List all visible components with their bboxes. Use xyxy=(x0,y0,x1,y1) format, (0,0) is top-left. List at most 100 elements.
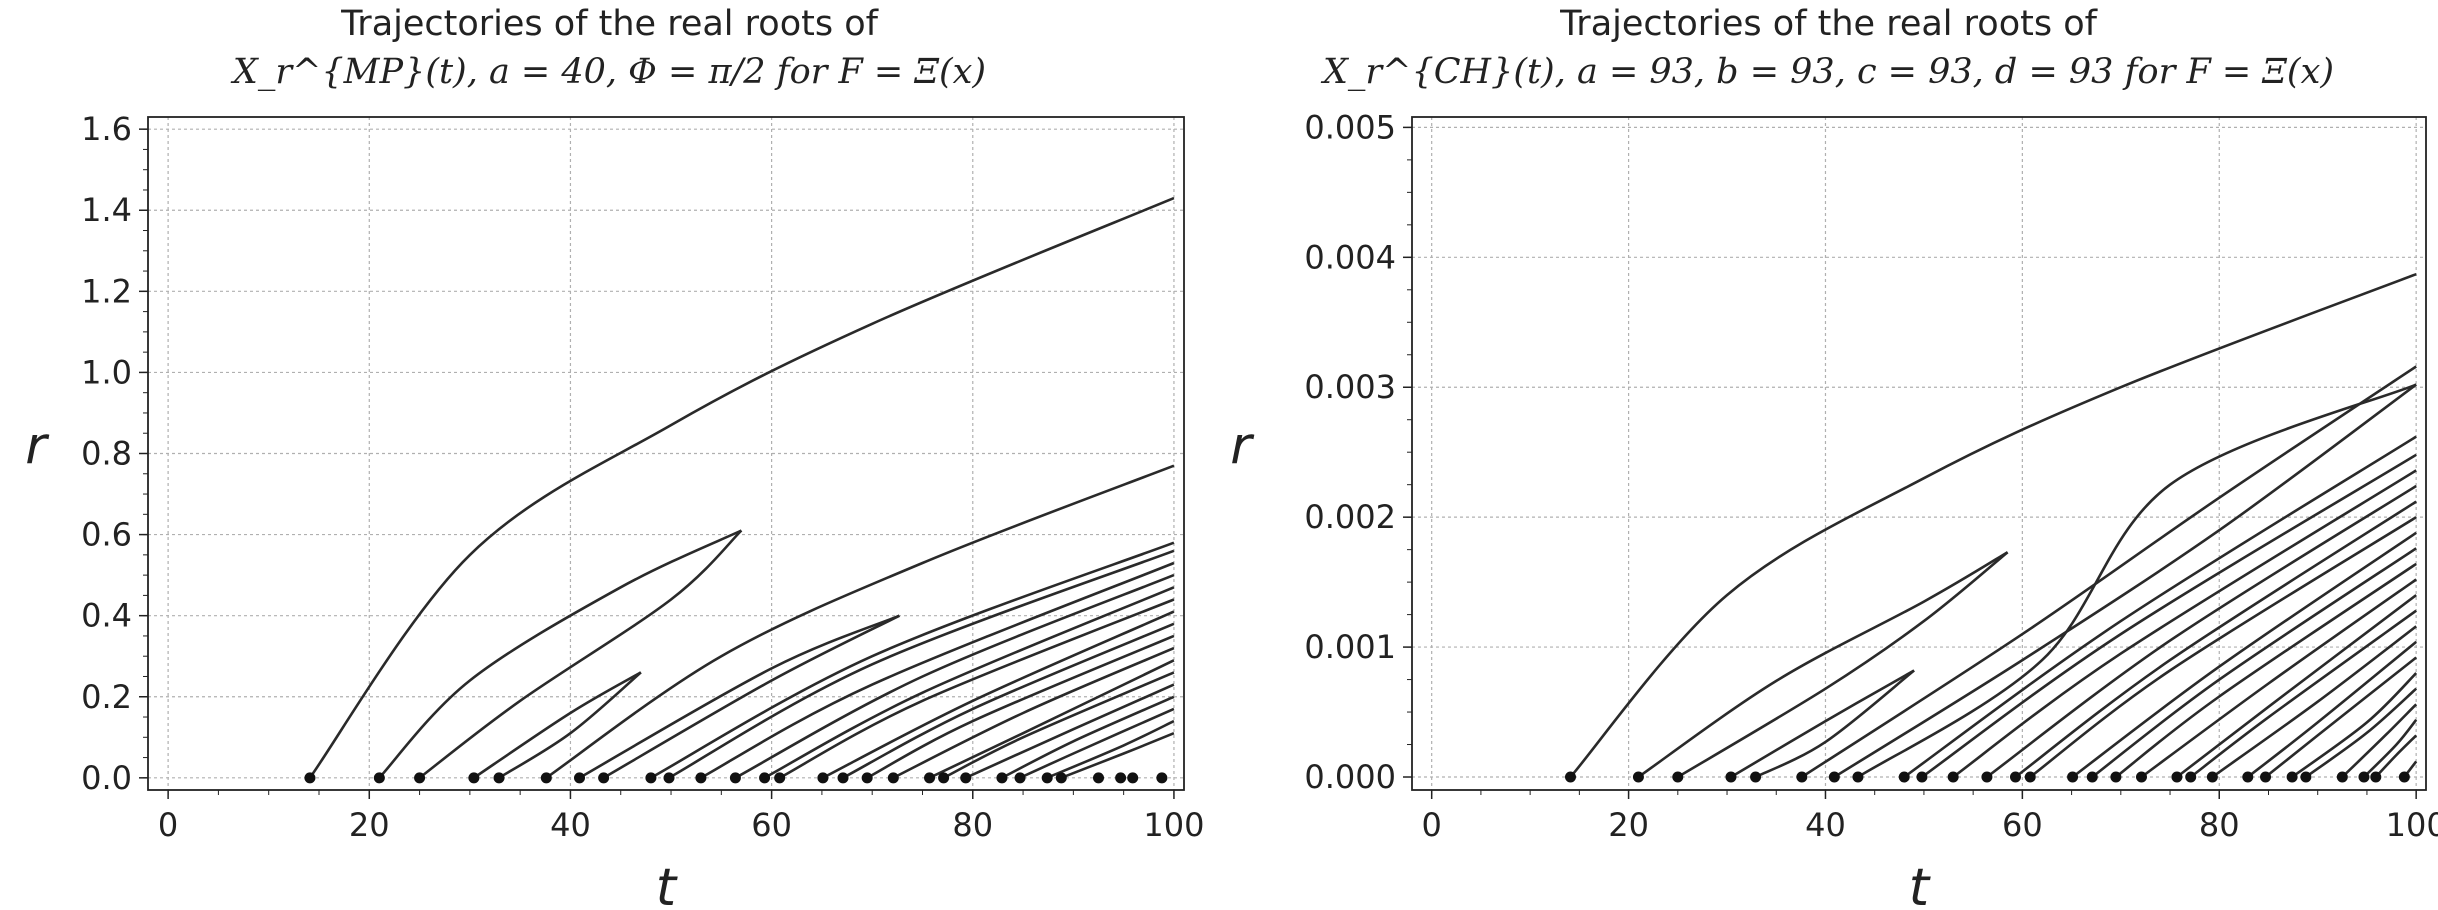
left-chart-panel: Trajectories of the real roots of X_r^{M… xyxy=(25,4,1204,910)
root-start-point xyxy=(2260,771,2272,783)
root-start-point xyxy=(2398,771,2410,783)
root-start-point xyxy=(1898,771,1910,783)
series-line-8 xyxy=(1903,435,2417,779)
x-tick-label: 80 xyxy=(2199,806,2240,844)
x-tick-label: 100 xyxy=(2386,806,2438,844)
series-line-0 xyxy=(308,196,1175,779)
root-start-point xyxy=(861,772,873,784)
series-line-15 xyxy=(842,622,1175,779)
y-tick-label: 0.6 xyxy=(81,516,132,554)
series-line-16 xyxy=(2115,562,2417,779)
series-line-1 xyxy=(378,529,742,779)
x-tick-label: 0 xyxy=(1422,806,1442,844)
root-start-point xyxy=(2370,771,2382,783)
root-start-point xyxy=(1916,771,1928,783)
y-axis-label: r xyxy=(25,417,50,477)
root-start-point xyxy=(759,772,771,784)
y-tick-label: 0.002 xyxy=(1304,498,1396,536)
plot-frame xyxy=(1411,116,2427,791)
root-start-point xyxy=(817,772,829,784)
series-line-23 xyxy=(2291,672,2418,779)
root-start-point xyxy=(645,772,657,784)
series-line-17 xyxy=(892,646,1175,779)
series-line-20 xyxy=(965,683,1175,779)
y-tick-label: 0.003 xyxy=(1304,368,1396,406)
y-tick-label: 0.0 xyxy=(81,759,132,797)
left-chart-svg: 0 20 40 60 80 100 0.0 0.2 0.4 0.6 0.8 1.0 1.2 1.4 1.6 t… xyxy=(25,110,1204,910)
root-start-point xyxy=(1981,771,1993,783)
root-start-point xyxy=(1115,772,1127,784)
series-line-24 xyxy=(2305,687,2418,779)
y-tick-label: 0.005 xyxy=(1304,108,1396,146)
x-tick-label: 60 xyxy=(751,806,792,844)
series-line-11 xyxy=(1986,484,2417,779)
series-line-5 xyxy=(545,464,1175,779)
series-line-21 xyxy=(2247,640,2418,779)
y-tick-label: 1.6 xyxy=(81,110,132,148)
root-start-point xyxy=(1014,772,1026,784)
y-tick-label: 1.0 xyxy=(81,353,132,391)
series-line-16 xyxy=(866,634,1175,779)
series-line-24 xyxy=(1060,731,1175,780)
series-line-5 xyxy=(1801,365,2417,779)
root-start-point xyxy=(2300,771,2312,783)
root-start-point xyxy=(695,772,707,784)
series-line-4 xyxy=(1755,669,1915,779)
root-start-point xyxy=(1796,771,1808,783)
series-line-7 xyxy=(602,614,900,779)
series-line-25 xyxy=(2341,703,2418,778)
root-start-point xyxy=(2135,771,2147,783)
series-line-9 xyxy=(1921,453,2417,779)
x-tick-label: 20 xyxy=(349,806,390,844)
root-start-point xyxy=(2206,771,2218,783)
series-line-10 xyxy=(700,561,1175,779)
root-start-point xyxy=(1041,772,1053,784)
root-start-point xyxy=(304,772,316,784)
root-start-point xyxy=(1947,771,1959,783)
root-start-point xyxy=(373,772,385,784)
y-tick-label: 0.001 xyxy=(1304,628,1396,666)
left-chart-title: Trajectories of the real roots of xyxy=(341,4,878,44)
root-start-point xyxy=(1093,772,1105,784)
root-start-point xyxy=(1828,771,1840,783)
series-line-13 xyxy=(2029,516,2417,779)
series-line-12 xyxy=(2014,500,2417,779)
series-line-19 xyxy=(2189,609,2417,779)
root-start-point xyxy=(468,772,480,784)
series-line-15 xyxy=(2091,547,2417,779)
root-start-point xyxy=(598,772,610,784)
series-line-3 xyxy=(473,671,642,779)
x-tick-label: 20 xyxy=(1608,806,1649,844)
root-start-point xyxy=(2024,771,2036,783)
series-line-8 xyxy=(650,541,1175,779)
plot-frame xyxy=(147,116,1185,791)
series-line-3 xyxy=(1730,669,1915,779)
root-start-point xyxy=(540,772,552,784)
series-line-22 xyxy=(2264,656,2418,779)
series-line-18 xyxy=(2176,594,2417,779)
x-tick-label: 60 xyxy=(2002,806,2043,844)
root-start-point xyxy=(924,772,936,784)
root-start-point xyxy=(887,772,899,784)
series-line-12 xyxy=(763,586,1175,779)
root-start-point xyxy=(2242,771,2254,783)
series-line-18 xyxy=(928,659,1175,779)
series-line-9 xyxy=(668,549,1175,779)
series-line-21 xyxy=(1001,695,1175,779)
series-line-7 xyxy=(1857,383,2417,779)
series-line-17 xyxy=(2140,578,2417,779)
series-line-23 xyxy=(1046,719,1175,779)
right-chart-panel: Trajectories of the real roots of X_r^{C… xyxy=(1219,0,2438,910)
root-start-point xyxy=(2171,771,2183,783)
y-tick-label: 0.4 xyxy=(81,597,132,635)
x-tick-label: 100 xyxy=(1143,806,1204,844)
x-axis-label: t xyxy=(1909,858,1931,910)
series-line-2 xyxy=(1677,551,2009,779)
root-start-point xyxy=(2067,771,2079,783)
root-start-point xyxy=(729,772,741,784)
series-line-6 xyxy=(578,614,900,779)
root-start-point xyxy=(2286,771,2298,783)
root-start-point xyxy=(960,772,972,784)
root-start-point xyxy=(774,772,786,784)
series-line-1 xyxy=(1637,551,2009,779)
